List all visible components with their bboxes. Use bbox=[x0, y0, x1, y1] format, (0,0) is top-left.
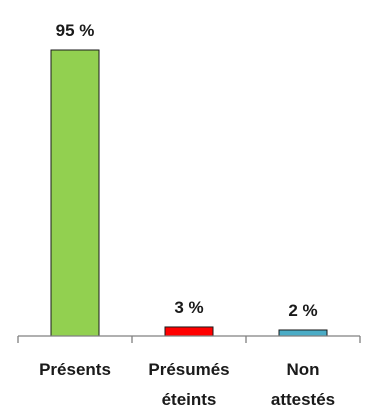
category-label-0-line-0: Présents bbox=[39, 360, 111, 379]
value-label-2: 2 % bbox=[288, 301, 317, 320]
category-label-1-line-1: éteints bbox=[162, 390, 217, 409]
category-label-2-line-0: Non bbox=[286, 360, 319, 379]
value-label-1: 3 % bbox=[174, 298, 203, 317]
x-axis-ticks bbox=[17, 336, 361, 343]
bars-group bbox=[50, 49, 328, 337]
bar-2 bbox=[278, 329, 328, 337]
value-label-0: 95 % bbox=[56, 21, 95, 40]
category-label-1-line-0: Présumés bbox=[148, 360, 229, 379]
category-labels-group: Présents Présumés éteints Non attestés bbox=[39, 360, 335, 409]
bar-1 bbox=[164, 326, 214, 337]
category-label-2-line-1: attestés bbox=[271, 390, 335, 409]
bar-0 bbox=[50, 49, 100, 337]
value-labels-group: 95 % 3 % 2 % bbox=[56, 21, 318, 320]
